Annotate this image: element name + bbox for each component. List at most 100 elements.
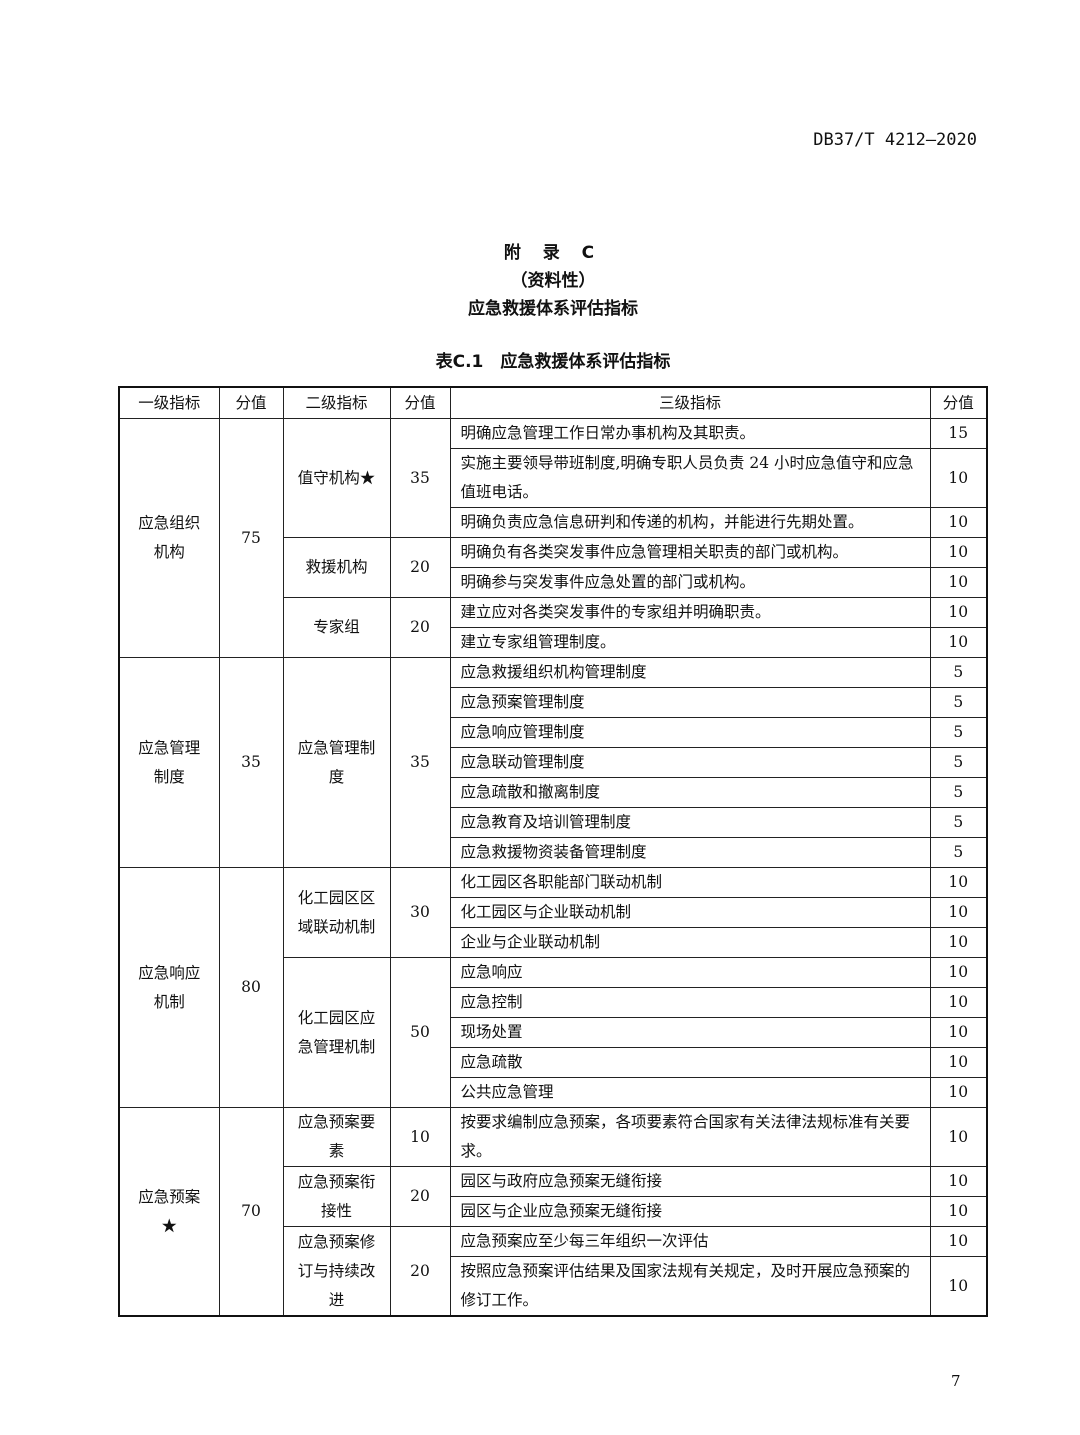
table-row: 应急疏散和撤离制度 5 bbox=[119, 777, 988, 808]
table-row: 应急预案管理制度 5 bbox=[119, 687, 988, 718]
level3-indicator: 建立应对各类突发事件的专家组并明确职责。 bbox=[449, 597, 931, 628]
level3-indicator: 园区与政府应急预案无缝衔接 bbox=[449, 1166, 931, 1197]
level3-indicator: 按要求编制应急预案，各项要素符合国家有关法律法规标准有关要求。 bbox=[449, 1107, 931, 1167]
level2-score: 20 bbox=[389, 597, 451, 658]
col-score1: 分值 bbox=[218, 386, 284, 419]
level3-score: 10 bbox=[929, 1166, 988, 1197]
level3-score: 10 bbox=[929, 507, 988, 538]
level3-score: 10 bbox=[929, 1226, 988, 1257]
table-row: 实施主要领导带班制度,明确专职人员负责 24 小时应急值守和应急值班电话。 10 bbox=[119, 448, 988, 508]
level2-score: 35 bbox=[389, 418, 451, 538]
col-level1: 一级指标 bbox=[118, 386, 220, 419]
level2-indicator: 救援机构 bbox=[282, 537, 391, 598]
standard-number: DB37/T 4212—2020 bbox=[813, 130, 977, 150]
level2-score: 20 bbox=[389, 1226, 451, 1317]
level2-indicator: 专家组 bbox=[282, 597, 391, 658]
table-row: 应急救援物资装备管理制度 5 bbox=[119, 837, 988, 868]
level2-score: 20 bbox=[389, 537, 451, 598]
level3-score: 5 bbox=[929, 687, 988, 718]
col-score3: 分值 bbox=[929, 386, 988, 419]
level3-score: 10 bbox=[929, 1017, 988, 1048]
level3-indicator: 明确应急管理工作日常办事机构及其职责。 bbox=[449, 418, 931, 449]
table-row: 明确负责应急信息研判和传递的机构，并能进行先期处置。 10 bbox=[119, 507, 988, 538]
table-row: 应急预案修订与持续改进 20 应急预案应至少每三年组织一次评估 10 bbox=[119, 1226, 988, 1317]
table-row: 应急响应管理制度 5 bbox=[119, 717, 988, 748]
level3-score: 10 bbox=[929, 1047, 988, 1078]
level1-score: 75 bbox=[218, 418, 284, 658]
level3-score: 10 bbox=[929, 897, 988, 928]
level3-indicator: 应急救援物资装备管理制度 bbox=[449, 837, 931, 868]
col-level2: 二级指标 bbox=[282, 386, 391, 419]
level3-indicator: 园区与企业应急预案无缝衔接 bbox=[449, 1196, 931, 1227]
level3-score: 10 bbox=[929, 1107, 988, 1167]
level2-indicator: 应急预案修订与持续改进 bbox=[282, 1226, 391, 1317]
level3-score: 10 bbox=[929, 957, 988, 988]
level2-score: 20 bbox=[389, 1166, 451, 1227]
level3-score: 5 bbox=[929, 747, 988, 778]
level3-indicator: 应急疏散和撤离制度 bbox=[449, 777, 931, 808]
table-row: 企业与企业联动机制 10 bbox=[119, 927, 988, 958]
table-row: 现场处置 10 bbox=[119, 1017, 988, 1048]
table-row: 应急响应机制 80 化工园区区域联动机制 30 化工园区各职能部门联动机制 10 bbox=[118, 867, 988, 1108]
appendix-title: 应急救援体系评估指标 bbox=[468, 299, 638, 319]
page-number: 7 bbox=[951, 1372, 961, 1390]
appendix-type: （资料性） bbox=[510, 271, 596, 291]
level3-score: 10 bbox=[929, 927, 988, 958]
level3-score: 5 bbox=[929, 717, 988, 748]
table-header-row: 一级指标 分值 二级指标 分值 三级指标 分值 bbox=[118, 386, 988, 419]
level3-indicator: 企业与企业联动机制 bbox=[449, 927, 931, 958]
table-row: 应急控制 10 bbox=[119, 987, 988, 1018]
level3-indicator: 明确负有各类突发事件应急管理相关职责的部门或机构。 bbox=[449, 537, 931, 568]
level1-score: 35 bbox=[218, 657, 284, 868]
level3-indicator: 应急联动管理制度 bbox=[449, 747, 931, 778]
table-caption: 表C.1 应急救援体系评估指标 bbox=[435, 352, 671, 372]
level3-score: 10 bbox=[929, 597, 988, 628]
level1-indicator: 应急响应机制 bbox=[118, 867, 220, 1108]
level3-score: 10 bbox=[929, 987, 988, 1018]
level1-indicator: 应急组织机构 bbox=[118, 418, 220, 658]
level3-indicator: 明确负责应急信息研判和传递的机构，并能进行先期处置。 bbox=[449, 507, 931, 538]
table-row: 园区与企业应急预案无缝衔接 10 bbox=[119, 1196, 988, 1227]
level3-score: 10 bbox=[929, 448, 988, 508]
level3-score: 10 bbox=[929, 1077, 988, 1108]
level2-indicator: 应急预案衔接性 bbox=[282, 1166, 391, 1227]
table-row: 应急组织机构 75 值守机构★ 35 明确应急管理工作日常办事机构及其职责。 15 bbox=[118, 418, 988, 658]
level1-indicator: 应急预案★ bbox=[118, 1107, 220, 1317]
table-row: 化工园区应急管理机制 50 应急响应 10 bbox=[119, 957, 988, 1108]
level2-indicator: 应急管理制度 bbox=[282, 657, 391, 868]
level3-indicator: 应急救援组织机构管理制度 bbox=[449, 657, 931, 688]
level3-score: 10 bbox=[929, 537, 988, 568]
evaluation-table: 一级指标 分值 二级指标 分值 三级指标 分值 应急组织机构 75 值守机构★ 35 明… bbox=[118, 386, 988, 1317]
table-row: 按照应急预案评估结果及国家法规有关规定，及时开展应急预案的修订工作。 10 bbox=[119, 1256, 988, 1317]
level3-score: 5 bbox=[929, 657, 988, 688]
level3-score: 5 bbox=[929, 777, 988, 808]
level3-score: 15 bbox=[929, 418, 988, 449]
level3-indicator: 应急预案应至少每三年组织一次评估 bbox=[449, 1226, 931, 1257]
level2-indicator: 应急预案要素 bbox=[282, 1107, 391, 1167]
col-score2: 分值 bbox=[389, 386, 451, 419]
level3-score: 10 bbox=[929, 567, 988, 598]
level3-score: 10 bbox=[929, 1256, 988, 1317]
level3-indicator: 建立专家组管理制度。 bbox=[449, 627, 931, 658]
level3-indicator: 实施主要领导带班制度,明确专职人员负责 24 小时应急值守和应急值班电话。 bbox=[449, 448, 931, 508]
level3-indicator: 按照应急预案评估结果及国家法规有关规定，及时开展应急预案的修订工作。 bbox=[449, 1256, 931, 1317]
level2-score: 50 bbox=[389, 957, 451, 1108]
level3-score: 5 bbox=[929, 837, 988, 868]
level2-score: 10 bbox=[389, 1107, 451, 1167]
table-row: 应急联动管理制度 5 bbox=[119, 747, 988, 778]
level3-indicator: 公共应急管理 bbox=[449, 1077, 931, 1108]
table-row: 公共应急管理 10 bbox=[119, 1077, 988, 1108]
level2-indicator: 值守机构★ bbox=[282, 418, 391, 538]
col-level3: 三级指标 bbox=[449, 386, 931, 419]
level3-indicator: 明确参与突发事件应急处置的部门或机构。 bbox=[449, 567, 931, 598]
table-row: 建立专家组管理制度。 10 bbox=[119, 627, 988, 658]
table-row: 应急疏散 10 bbox=[119, 1047, 988, 1078]
level3-indicator: 化工园区与企业联动机制 bbox=[449, 897, 931, 928]
level1-indicator: 应急管理制度 bbox=[118, 657, 220, 868]
table-row: 应急教育及培训管理制度 5 bbox=[119, 807, 988, 838]
level3-indicator: 现场处置 bbox=[449, 1017, 931, 1048]
level3-indicator: 应急响应 bbox=[449, 957, 931, 988]
level3-indicator: 应急控制 bbox=[449, 987, 931, 1018]
table-row: 救援机构 20 明确负有各类突发事件应急管理相关职责的部门或机构。 10 bbox=[119, 537, 988, 598]
level2-indicator: 化工园区区域联动机制 bbox=[282, 867, 391, 958]
